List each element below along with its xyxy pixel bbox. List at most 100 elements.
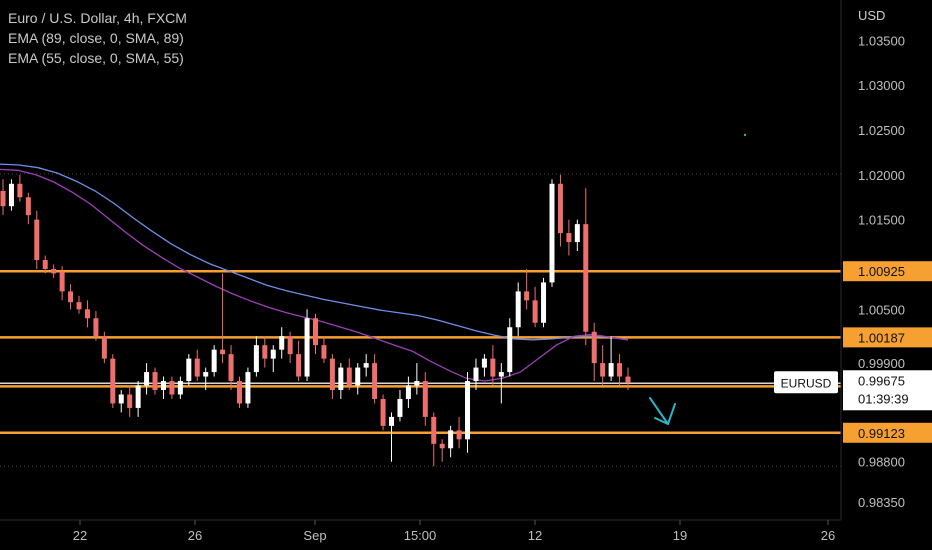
time-tick-label: 19 [673,528,687,543]
candle-body [380,398,386,426]
candle [355,363,361,395]
candle [8,179,14,211]
candle-body [431,416,437,444]
candle-body [465,381,471,440]
price-tick-label: 1.03000 [858,78,905,93]
candle-body [481,358,487,368]
candle [93,311,99,341]
price-tick-label: 0.98350 [858,495,905,510]
candle-body [118,394,124,404]
level-price-text: 1.00925 [858,264,905,279]
candle-body [42,260,48,269]
candles [0,174,631,467]
ema-lines [0,163,629,382]
candle [279,327,285,359]
ema-89-legend[interactable]: EMA (89, close, 0, SMA, 89) [8,30,184,46]
candle [245,367,251,408]
candle-body [152,372,158,390]
candle [321,336,327,364]
candle-body [456,430,462,440]
candle-body [549,183,555,283]
chart-legend[interactable]: Euro / U.S. Dollar, 4h, FXCM EMA (89, cl… [8,8,187,68]
candle-body [329,358,335,390]
candle-body [279,336,285,350]
horizontal-levels[interactable] [0,269,841,435]
candle-body [617,363,623,377]
candle-body [473,367,479,382]
candle [194,349,200,382]
candle [34,210,40,269]
candle-body [25,197,31,216]
time-axis[interactable]: 22 26 Sep 15:00 12 19 26 [73,520,835,543]
candle-body [389,416,395,426]
candle [397,390,403,422]
candle-body [490,358,496,377]
time-tick-label: Sep [303,528,326,543]
symbol-title[interactable]: Euro / U.S. Dollar, 4h, FXCM [8,10,187,26]
candle-body [498,372,504,377]
ema-89-line [0,163,629,341]
candle-body [405,385,411,399]
candle-body [68,291,74,303]
candle [287,331,293,364]
candle [59,266,65,301]
candle-body [321,345,327,359]
candle [481,354,487,377]
price-tick-label: 0.98800 [858,455,905,470]
candle [448,425,454,458]
candle [270,345,276,373]
candle [68,284,74,310]
candle [84,300,90,328]
candle-body [507,327,513,373]
candle [177,376,183,399]
price-tick-label: 1.02000 [858,168,905,183]
candle-body [194,358,200,377]
level-price-badge [843,327,932,348]
current-price-badge [843,370,932,411]
candle [228,345,234,390]
level-price-text: 0.99123 [858,426,905,441]
candle [135,381,141,417]
candle [557,174,563,247]
candle-body [625,376,631,383]
candle-body [0,190,6,207]
candle-body [17,183,23,198]
candle [465,372,471,453]
candle [515,282,521,337]
candle [422,372,428,426]
candle [372,354,378,404]
candle [608,336,614,382]
candle-body [566,233,572,243]
price-tick-label: 1.03500 [858,33,905,48]
time-tick-label: 15:00 [404,528,437,543]
candle [490,345,496,386]
price-tick-label: 0.99900 [858,356,905,371]
candle-body [51,268,57,274]
level-price-badge [843,422,932,443]
candle-body [211,349,217,373]
candle-body [8,183,14,207]
candle [203,367,209,390]
price-tick-label: 1.00500 [858,302,905,317]
ema-55-legend[interactable]: EMA (55, close, 0, SMA, 55) [8,50,184,66]
candle-body [76,302,82,310]
candle [186,354,192,386]
candle-body [524,291,530,301]
candle [253,336,259,377]
candle [0,179,6,216]
candle-body [144,372,150,386]
countdown-text: 01:39:39 [858,391,909,406]
candle [304,309,310,382]
grid [0,173,841,467]
candle-body [270,349,276,359]
time-tick-label: 26 [821,528,835,543]
currency-label: USD [858,8,885,23]
price-axis[interactable]: 1.03500 1.03000 1.02500 1.02000 1.01500 1.005… [858,33,905,510]
candle-body [262,345,268,359]
candle [160,376,166,399]
candle [583,188,589,346]
candle-body [59,271,65,292]
candle-body [253,345,259,373]
price-tick-label: 1.01500 [858,213,905,228]
